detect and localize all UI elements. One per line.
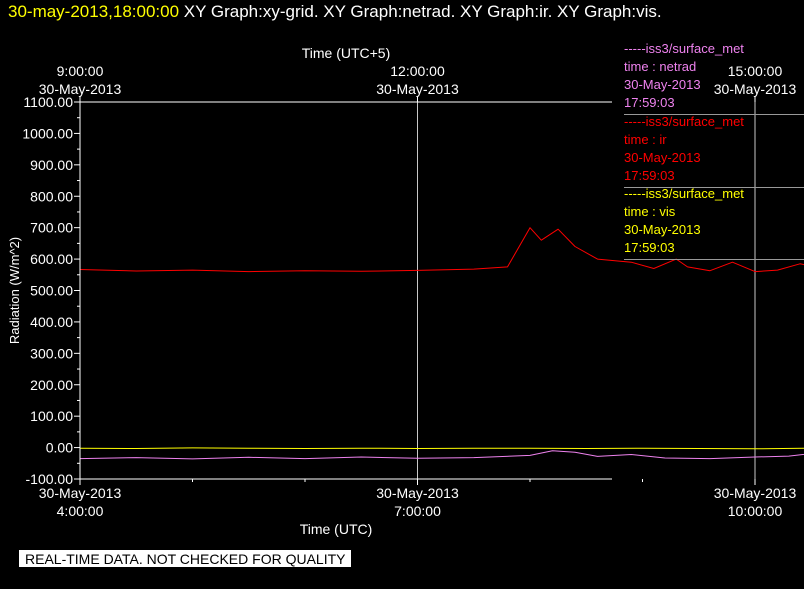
legend-date: 30-May-2013 xyxy=(624,222,701,237)
legend-divider xyxy=(624,114,804,115)
header-graph-list: XY Graph:xy-grid. XY Graph:netrad. XY Gr… xyxy=(179,2,662,21)
x-tick-time-label: 7:00:00 xyxy=(394,503,441,519)
legend-date: 30-May-2013 xyxy=(624,150,701,165)
series-ir-line xyxy=(79,227,804,273)
x2-tick-date-label: 30-May-2013 xyxy=(39,81,122,97)
x2-tick-time-label: 9:00:00 xyxy=(57,63,104,79)
x-tick-date-label: 30-May-2013 xyxy=(714,485,797,501)
legend-ir: -----iss3/surface_met time : ir 30-May-2… xyxy=(624,113,804,188)
legend-time: 17:59:03 xyxy=(624,95,675,110)
y-tick-label: 600.00 xyxy=(30,251,73,267)
x-axis-title: Time (UTC) xyxy=(300,521,373,537)
y-axis-title: Radiation (W/m^2) xyxy=(7,237,22,344)
y-tick-label: 1000.00 xyxy=(22,125,73,141)
series-vis-line xyxy=(79,447,804,450)
x-tick-date-label: 30-May-2013 xyxy=(376,485,459,501)
x-tick-time-label: 4:00:00 xyxy=(57,503,104,519)
x2-axis-title: Time (UTC+5) xyxy=(302,45,391,61)
y-tick-label: 700.00 xyxy=(30,220,73,236)
legend-source: -----iss3/surface_met xyxy=(624,41,744,56)
legend-variable: time : netrad xyxy=(624,59,697,74)
x-tick-time-label: 10:00:00 xyxy=(728,503,783,519)
y-tick-label: 200.00 xyxy=(30,377,73,393)
legend-divider xyxy=(624,187,804,188)
x-tick-date-label: 30-May-2013 xyxy=(39,485,122,501)
legend-source: -----iss3/surface_met xyxy=(624,114,744,129)
y-tick-label: 800.00 xyxy=(30,188,73,204)
legend-time: 17:59:03 xyxy=(624,168,675,183)
legend-variable: time : vis xyxy=(624,204,676,219)
legend-time: 17:59:03 xyxy=(624,240,675,255)
legend-netrad: -----iss3/surface_met time : netrad 30-M… xyxy=(624,40,804,115)
legend-vis: -----iss3/surface_met time : vis 30-May-… xyxy=(624,185,804,260)
graph-header: 30-may-2013,18:00:00 XY Graph:xy-grid. X… xyxy=(8,2,662,22)
quality-notice: REAL-TIME DATA. NOT CHECKED FOR QUALITY xyxy=(19,550,352,567)
header-timestamp: 30-may-2013,18:00:00 xyxy=(8,2,180,21)
legend-variable: time : ir xyxy=(624,132,667,147)
y-tick-label: 900.00 xyxy=(30,157,73,173)
y-tick-label: 100.00 xyxy=(30,408,73,424)
y-tick-label: 300.00 xyxy=(30,345,73,361)
x2-tick-date-label: 30-May-2013 xyxy=(376,81,459,97)
x2-tick-time-label: 15:00:00 xyxy=(728,63,783,79)
y-tick-label: 1100.00 xyxy=(23,94,73,110)
y-tick-label: 400.00 xyxy=(30,314,73,330)
legend-date: 30-May-2013 xyxy=(624,77,701,92)
y-tick-label: -100.00 xyxy=(26,471,74,487)
y-tick-label: 500.00 xyxy=(30,283,73,299)
y-tick-label: 0.00 xyxy=(46,440,73,456)
x2-tick-date-label: 30-May-2013 xyxy=(714,81,797,97)
legend-divider xyxy=(624,259,804,260)
series-netrad-line xyxy=(79,450,804,460)
x2-tick-time-label: 12:00:00 xyxy=(390,63,445,79)
legend-source: -----iss3/surface_met xyxy=(624,186,744,201)
